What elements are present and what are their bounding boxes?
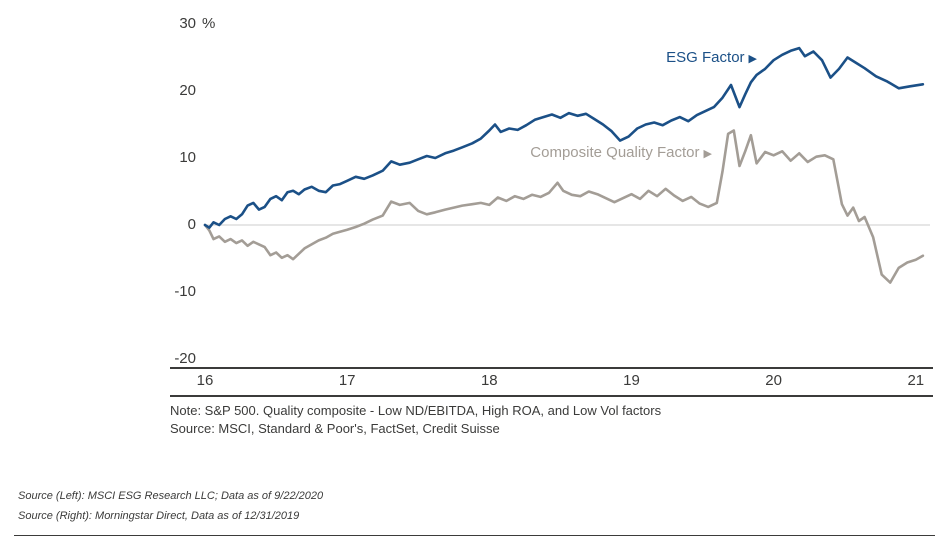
- x-axis-tick-label: 17: [338, 372, 356, 389]
- esg-factor-line: [203, 46, 925, 229]
- x-axis-tick-label: 19: [623, 372, 640, 389]
- y-axis-tick-label: 20: [179, 82, 196, 99]
- footer-source-right: Source (Right): Morningstar Direct, Data…: [18, 510, 300, 522]
- esg-factor-label-text: ESG Factor: [666, 49, 745, 66]
- x-axis-separator-rule: [170, 395, 933, 397]
- composite-quality-factor-label: Composite Quality Factor ▶: [530, 144, 712, 163]
- right-triangle-icon: ▶: [703, 148, 712, 160]
- x-axis-tick-label: 18: [480, 372, 498, 389]
- plot-baseline-rule: [170, 367, 933, 369]
- y-axis-unit-label: %: [202, 15, 216, 32]
- y-axis-tick-label: -10: [174, 283, 196, 300]
- x-axis-tick-label: 16: [196, 372, 214, 389]
- right-triangle-icon: ▶: [748, 53, 757, 65]
- chart-note: Note: S&P 500. Quality composite - Low N…: [170, 403, 662, 418]
- chart-source: Source: MSCI, Standard & Poor's, FactSet…: [170, 421, 500, 436]
- bottom-divider-rule: [14, 535, 935, 536]
- y-axis-tick-label: -20: [174, 350, 196, 367]
- y-axis-tick-label: 10: [179, 149, 196, 166]
- y-axis-tick-label: 0: [187, 216, 196, 233]
- composite-quality-factor-label-text: Composite Quality Factor: [530, 144, 700, 161]
- composite-quality-factor-line: [203, 129, 925, 284]
- x-axis-tick-label: 21: [907, 372, 925, 389]
- y-axis-tick-label: 30: [179, 15, 196, 32]
- footer-source-left: Source (Left): MSCI ESG Research LLC; Da…: [18, 490, 324, 502]
- x-axis-tick-label: 20: [765, 372, 782, 389]
- esg-factor-label: ESG Factor ▶: [666, 49, 757, 68]
